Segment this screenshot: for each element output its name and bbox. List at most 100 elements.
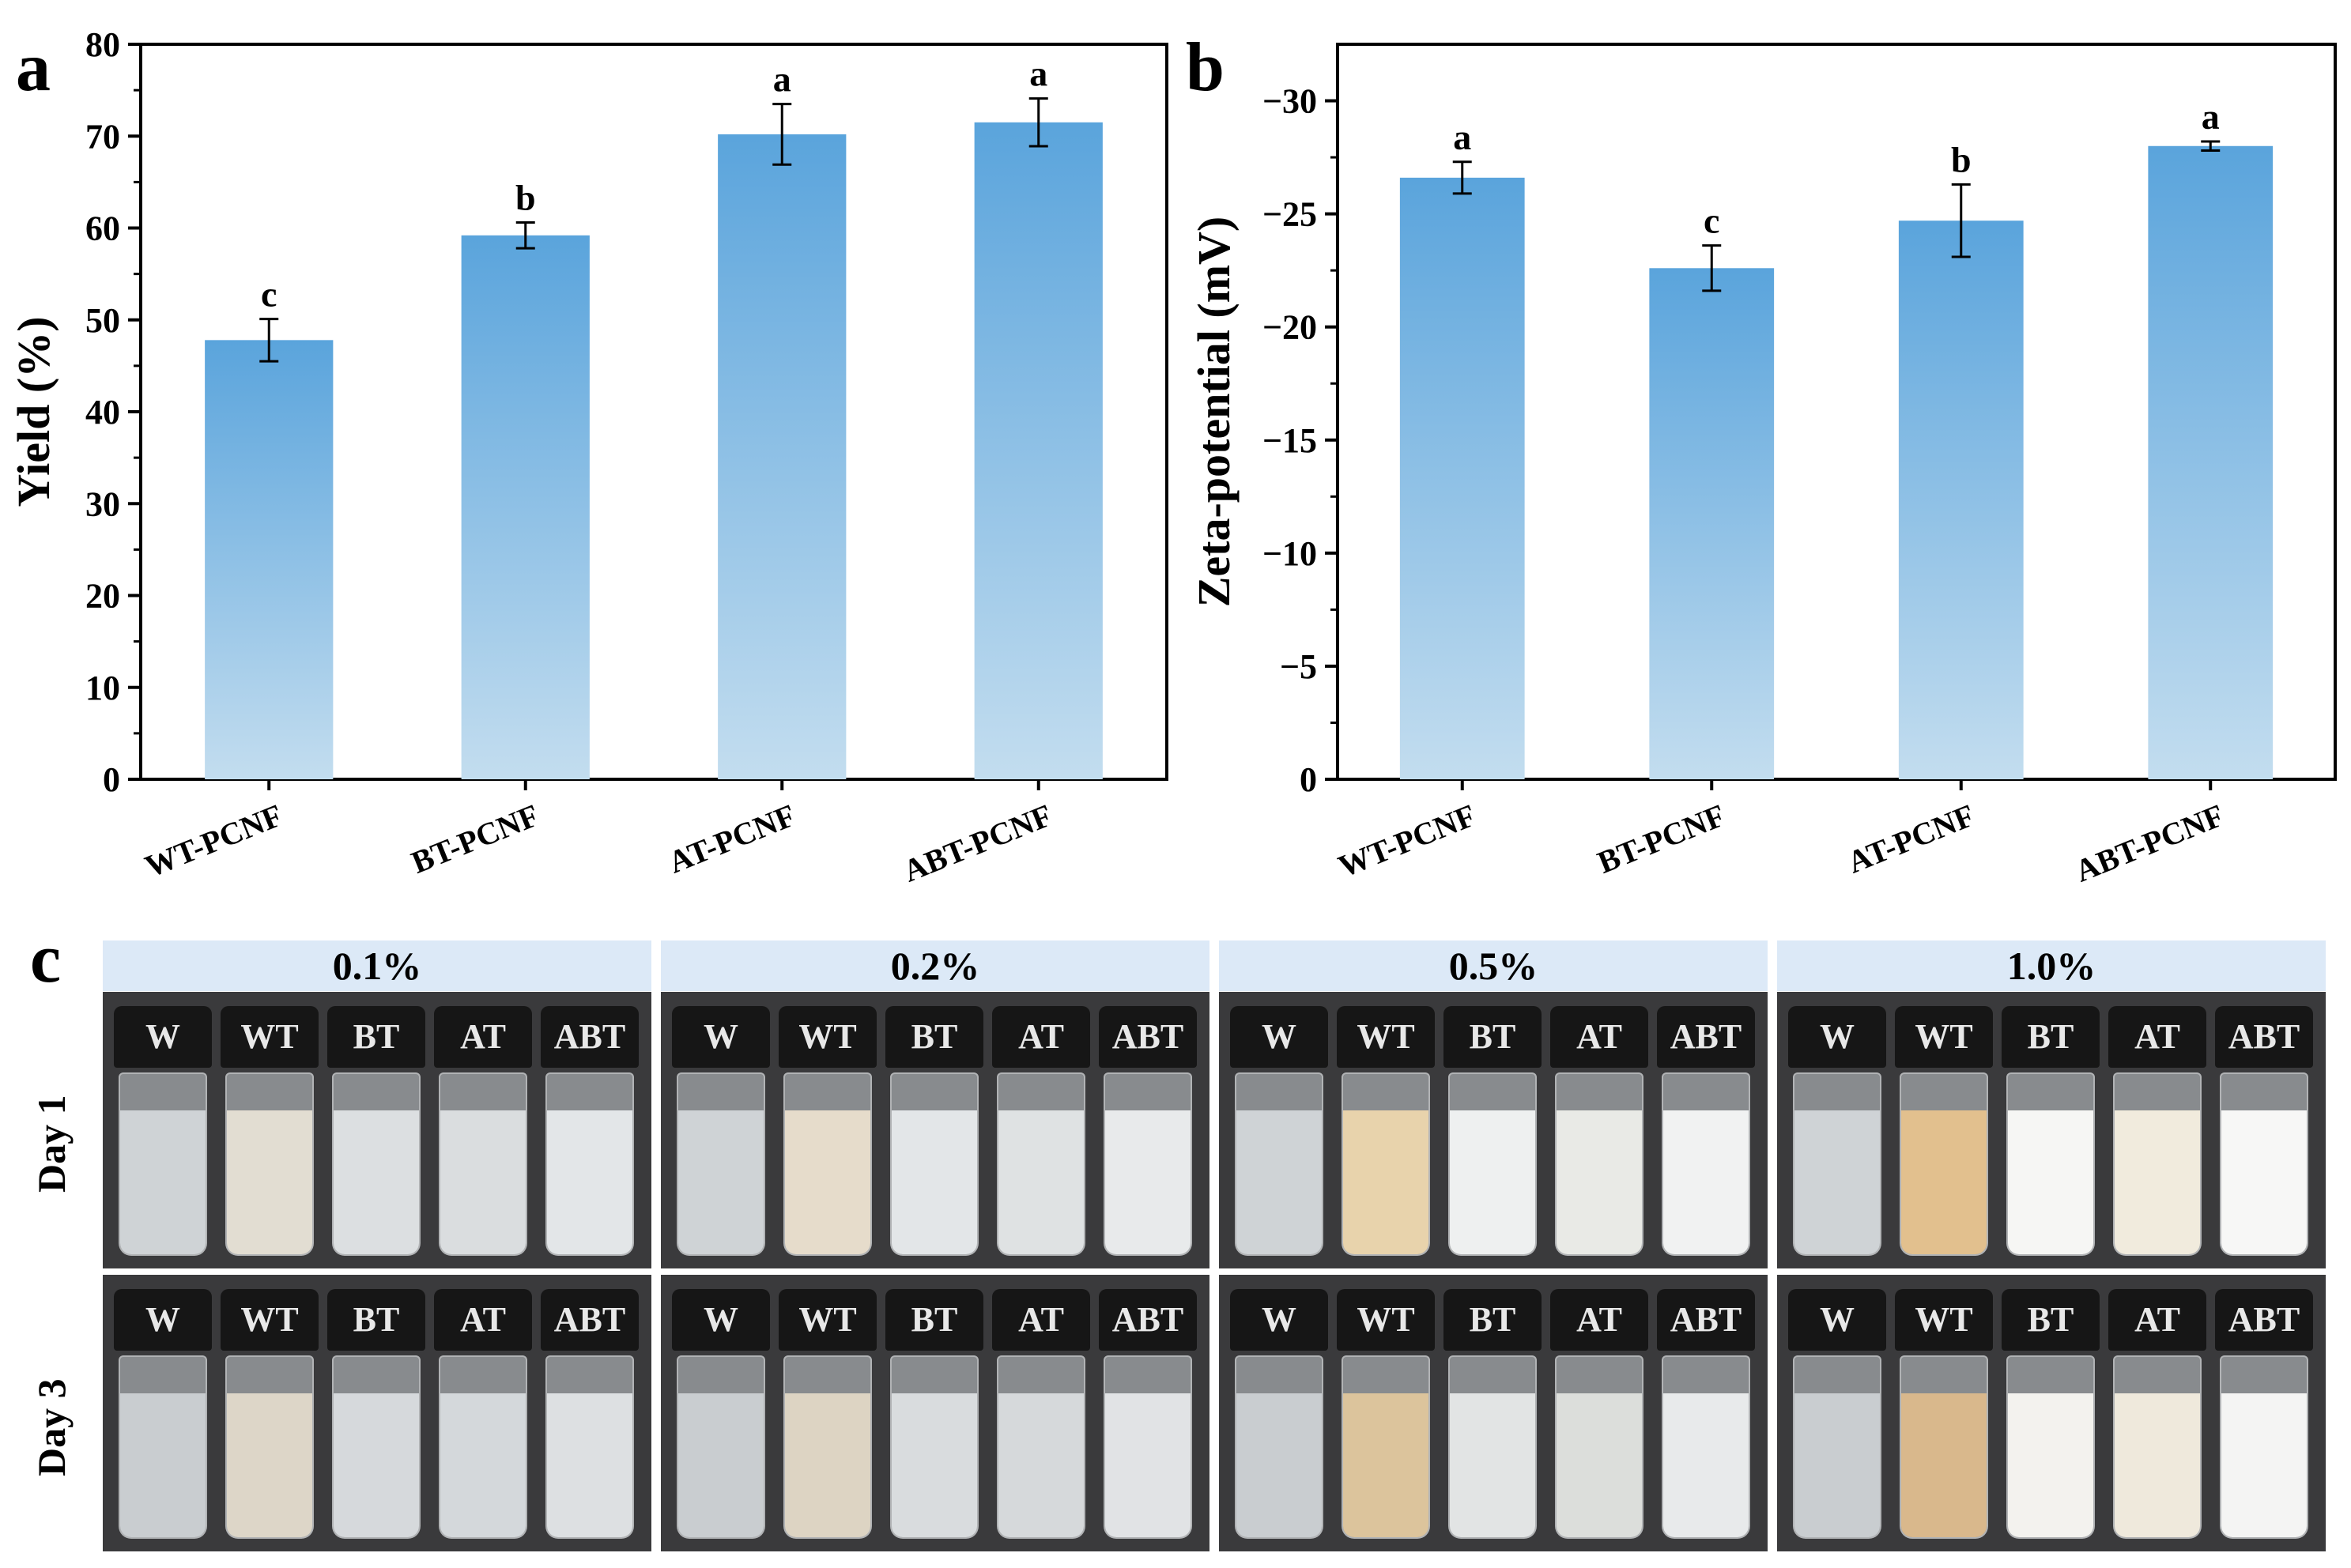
- vial-glass: [332, 1072, 421, 1256]
- vial: WT: [779, 1289, 877, 1544]
- vial: W: [672, 1006, 770, 1261]
- vial: ABT: [541, 1289, 639, 1544]
- chart-a-ytick-label: 50: [85, 301, 120, 340]
- chart-a-category-label: WT-PCNF: [140, 797, 288, 884]
- vial-glass: [1662, 1072, 1750, 1256]
- vial-liquid: [1450, 1393, 1535, 1537]
- vial-glass: [1448, 1072, 1537, 1256]
- vial-liquid: [2221, 1393, 2307, 1537]
- vial: AT: [434, 1289, 532, 1544]
- chart-b-ytick-label: −20: [1262, 308, 1317, 347]
- vial: W: [114, 1006, 212, 1261]
- vial: W: [672, 1289, 770, 1544]
- day-label: Day 3: [29, 1378, 74, 1476]
- vial-liquid: [1236, 1110, 1322, 1254]
- vial-cap-label: AT: [2108, 1289, 2206, 1351]
- vial-cap-label: ABT: [1099, 1289, 1197, 1351]
- chart-a-ytick-label: 80: [85, 25, 120, 64]
- vial-glass: [1342, 1355, 1430, 1539]
- chart-b-bar: [1399, 177, 1525, 780]
- vial-photo-row: W WT BT AT ABT: [1219, 1275, 1768, 1551]
- vial-cap-label: BT: [885, 1006, 983, 1068]
- vial-photo-row: W WT BT AT ABT: [661, 1275, 1209, 1551]
- vial-cap-label: ABT: [541, 1006, 639, 1068]
- vial: WT: [221, 1006, 319, 1261]
- vial-cap-label: AT: [992, 1006, 1090, 1068]
- vial-cap-label: BT: [327, 1289, 425, 1351]
- chart-a-bar: [461, 235, 590, 779]
- vial-cap-label: ABT: [1657, 1289, 1755, 1351]
- vial-cap-label: WT: [1895, 1289, 1993, 1351]
- vial-glass: [545, 1072, 634, 1256]
- vial-cap-label: AT: [1550, 1006, 1648, 1068]
- chart-a-bar: [974, 122, 1103, 779]
- vial-liquid: [2008, 1393, 2093, 1537]
- vial-glass: [783, 1072, 872, 1256]
- vial-glass: [2113, 1072, 2202, 1256]
- day-label: Day 1: [29, 1095, 74, 1193]
- vial: WT: [1337, 1289, 1435, 1544]
- vial-glass: [1104, 1355, 1192, 1539]
- vial-glass: [1235, 1072, 1323, 1256]
- vial-glass: [1555, 1072, 1643, 1256]
- vial-cap-label: W: [672, 1289, 770, 1351]
- vial: WT: [1337, 1006, 1435, 1261]
- chart-a-ytick-label: 30: [85, 484, 120, 523]
- panel-label-c: c: [30, 921, 62, 997]
- vial-cap-label: AT: [1550, 1289, 1648, 1351]
- vial: ABT: [541, 1006, 639, 1261]
- vial: ABT: [1657, 1289, 1755, 1544]
- vial-glass: [1342, 1072, 1430, 1256]
- chart-a-significance-label: c: [261, 274, 277, 315]
- vial-glass: [119, 1355, 207, 1539]
- vial: ABT: [2215, 1006, 2313, 1261]
- vial-cap-label: ABT: [541, 1289, 639, 1351]
- vial-glass: [2006, 1355, 2095, 1539]
- vial-cap-label: WT: [221, 1289, 319, 1351]
- vial: W: [1230, 1006, 1328, 1261]
- vial: BT: [1443, 1006, 1542, 1261]
- vial-glass: [1793, 1355, 1881, 1539]
- vial-glass: [1104, 1072, 1192, 1256]
- vial-liquid: [1105, 1110, 1191, 1254]
- chart-a-ytick-label: 40: [85, 393, 120, 432]
- chart-b-ytick-label: −25: [1262, 195, 1317, 234]
- vial: W: [1788, 1006, 1886, 1261]
- chart-a-ytick-label: 70: [85, 117, 120, 156]
- vial-cap-label: BT: [885, 1289, 983, 1351]
- vial: W: [1788, 1289, 1886, 1544]
- vial: BT: [327, 1289, 425, 1544]
- vial-liquid: [1343, 1110, 1428, 1254]
- vial-photo-row: W WT BT AT ABT: [1777, 992, 2326, 1268]
- vial: WT: [1895, 1289, 1993, 1544]
- vial-photo-row: W WT BT AT ABT: [103, 992, 651, 1268]
- vial-liquid: [678, 1393, 764, 1537]
- vial-glass: [1555, 1355, 1643, 1539]
- vial-cap-label: WT: [1337, 1289, 1435, 1351]
- vial-glass: [119, 1072, 207, 1256]
- chart-a-ytick-label: 20: [85, 577, 120, 616]
- chart-a-bar: [718, 134, 847, 780]
- vial-cap-label: BT: [1443, 1289, 1542, 1351]
- concentration-header: 0.1%: [103, 940, 651, 991]
- vial-glass: [890, 1355, 979, 1539]
- concentration-header: 1.0%: [1777, 940, 2326, 991]
- vial-liquid: [892, 1110, 977, 1254]
- vial-cap-label: W: [1788, 1289, 1886, 1351]
- vial-liquid: [1901, 1110, 1987, 1254]
- vial-glass: [332, 1355, 421, 1539]
- vial-liquid: [998, 1110, 1084, 1254]
- vial-glass: [2006, 1072, 2095, 1256]
- vial-cap-label: ABT: [1099, 1006, 1197, 1068]
- vial: BT: [2002, 1289, 2100, 1544]
- vial: BT: [327, 1006, 425, 1261]
- vial-liquid: [227, 1393, 312, 1537]
- vial-cap-label: W: [114, 1289, 212, 1351]
- vial: WT: [221, 1289, 319, 1544]
- vial-glass: [439, 1355, 527, 1539]
- chart-a-ytick-label: 10: [85, 669, 120, 707]
- vial-cap-label: AT: [434, 1006, 532, 1068]
- vial-cap-label: AT: [992, 1289, 1090, 1351]
- vial-liquid: [2115, 1110, 2200, 1254]
- vial-liquid: [1794, 1393, 1880, 1537]
